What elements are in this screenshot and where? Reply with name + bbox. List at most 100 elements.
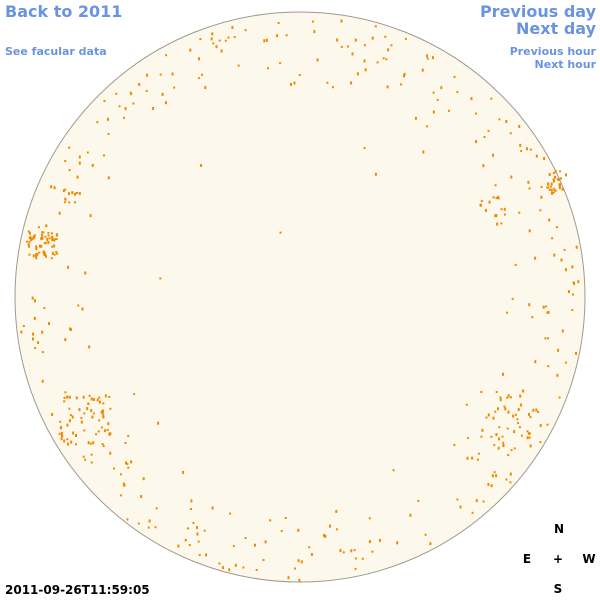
facula (294, 567, 296, 570)
facula (269, 519, 272, 522)
facular-link[interactable]: See facular data (5, 45, 107, 58)
facula (552, 191, 555, 194)
facula (233, 36, 236, 39)
facula (64, 391, 67, 394)
next-hour-link[interactable]: Next hour (534, 58, 597, 71)
facula (491, 474, 494, 478)
facula (66, 395, 69, 399)
facula (534, 256, 537, 260)
previous-day-link[interactable]: Previous day (479, 2, 596, 21)
facula (481, 428, 484, 432)
facula (560, 258, 563, 262)
facula (526, 147, 528, 151)
compass-south: S (553, 582, 563, 596)
facula (48, 322, 50, 326)
facula (211, 506, 214, 510)
facula (492, 416, 495, 420)
facula (493, 444, 496, 447)
facula (171, 72, 174, 76)
facula (31, 296, 34, 300)
facula (244, 29, 247, 32)
facula (431, 56, 434, 60)
facula (123, 116, 125, 119)
facula (182, 470, 185, 474)
facula (35, 245, 38, 248)
facula (482, 164, 485, 168)
facula (201, 73, 203, 76)
facula (86, 407, 89, 411)
facula (36, 252, 39, 256)
facula (336, 38, 339, 42)
facula (130, 93, 133, 96)
facula (371, 36, 374, 40)
facula (109, 407, 112, 410)
facula (69, 327, 72, 331)
facula (386, 85, 389, 89)
facula (487, 482, 490, 486)
facula (505, 478, 508, 481)
facula (476, 458, 479, 461)
facula (133, 393, 136, 396)
facula (89, 214, 92, 218)
facula (48, 237, 51, 240)
facula (329, 524, 331, 528)
facula (346, 45, 349, 48)
facula (231, 26, 234, 29)
facula (80, 420, 83, 424)
facula (40, 237, 43, 241)
facula (59, 420, 62, 423)
facula (20, 330, 23, 334)
facula (517, 408, 520, 411)
facula (68, 407, 71, 410)
facula (571, 265, 574, 269)
facula (528, 303, 531, 307)
facula (211, 32, 214, 36)
facula (267, 67, 269, 70)
facula (509, 132, 512, 135)
facula (448, 109, 450, 112)
facula (535, 408, 538, 412)
facula (516, 418, 519, 421)
previous-hour-link[interactable]: Previous hour (509, 45, 596, 58)
facula (498, 118, 501, 121)
facula (502, 372, 504, 376)
facula (103, 100, 106, 103)
facula (363, 59, 366, 63)
facula (546, 311, 549, 314)
facula (26, 240, 29, 243)
facula (470, 97, 473, 101)
facula (300, 560, 303, 564)
facula (212, 42, 215, 45)
facula (297, 528, 300, 532)
facula (90, 461, 93, 464)
facula (506, 427, 509, 430)
facula (81, 307, 84, 311)
facula (526, 436, 529, 440)
facula (495, 214, 498, 217)
back-link[interactable]: Back to 2011 (5, 2, 123, 21)
facula (571, 309, 574, 312)
facula (376, 61, 379, 64)
facula (547, 310, 550, 314)
facula (22, 325, 25, 327)
facula (196, 526, 198, 529)
facula (528, 436, 531, 439)
facula (518, 211, 521, 214)
next-day-link[interactable]: Next day (516, 19, 596, 38)
facula (565, 268, 567, 272)
facula (100, 426, 103, 429)
facula (557, 348, 560, 352)
facula (502, 445, 505, 448)
facula (28, 253, 31, 256)
facula (32, 337, 34, 341)
facula (547, 365, 550, 368)
facula (503, 405, 506, 408)
facula (68, 395, 71, 399)
facula (456, 498, 459, 501)
facula (98, 396, 101, 399)
facula (547, 186, 550, 189)
facula (546, 423, 549, 426)
facula (492, 196, 495, 199)
facula (480, 435, 483, 438)
